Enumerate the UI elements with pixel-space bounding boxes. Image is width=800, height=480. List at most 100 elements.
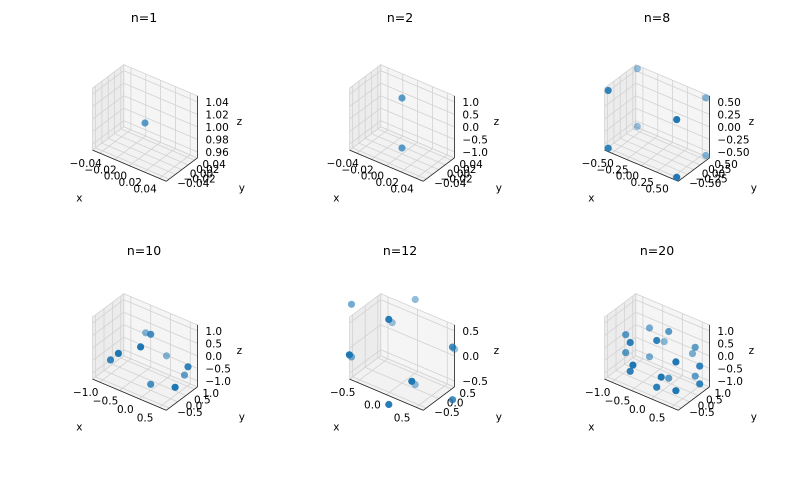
z-tick-label: 1.02 (205, 109, 228, 121)
subplot-4: −1.0−0.50.00.5 −0.50.00.51.0−1.0−0.50.00.… (73, 243, 245, 434)
y-axis-label: y (239, 412, 245, 424)
subplot-title: n=2 (387, 10, 413, 25)
y-tick-label: 0.25 (708, 164, 731, 176)
x-tick-label: 0.0 (629, 404, 646, 416)
z-tick-label: −1.0 (717, 376, 743, 388)
data-point (385, 315, 393, 323)
data-point (137, 343, 145, 351)
subplot-title: n=1 (131, 10, 157, 25)
y-axis-label: y (496, 412, 502, 424)
data-point (604, 86, 612, 95)
z-axis-label: z (494, 116, 500, 128)
grid (349, 66, 455, 180)
data-point (665, 374, 673, 382)
y-tick-label: 0.5 (194, 394, 211, 406)
x-tick-label: −0.04 (70, 158, 102, 170)
x-tick-label: 0.00 (616, 171, 639, 183)
y-tick-label: −0.02 (184, 173, 216, 185)
y-tick-label: 0.02 (196, 164, 219, 176)
data-point (180, 371, 189, 379)
z-tick-label: 1.0 (462, 97, 479, 109)
axes (92, 324, 198, 411)
z-tick-label: 0.0 (462, 351, 479, 363)
z-axis-label: z (749, 116, 755, 128)
y-tick-label: 0.50 (714, 159, 737, 171)
data-point (171, 383, 179, 391)
grid (349, 295, 455, 409)
data-point (645, 324, 654, 332)
x-axis-label: x (333, 193, 339, 205)
subplot-2: −0.04−0.020.000.020.04 −0.04−0.020.000.02… (327, 10, 502, 205)
data-point (622, 331, 630, 339)
y-tick-label: 0.04 (459, 159, 483, 171)
x-tick-label: 0.50 (645, 183, 668, 195)
z-tick-label: 0.5 (462, 326, 479, 338)
x-tick-label: 0.0 (364, 400, 381, 412)
z-tick-label: −0.5 (462, 134, 488, 146)
x-axis-label: x (76, 422, 82, 434)
z-tick-label: 1.00 (205, 122, 228, 134)
point-series (106, 329, 192, 391)
x-tick-label: 0.00 (104, 171, 127, 183)
y-tick-label: −0.5 (177, 407, 203, 419)
axes (349, 95, 455, 182)
x-tick-label: 0.5 (137, 412, 154, 424)
z-tick-label: 1.04 (205, 97, 229, 109)
grid (92, 295, 198, 409)
y-tick-label: −0.25 (696, 173, 728, 185)
point-series (398, 94, 406, 152)
data-point (147, 330, 155, 338)
y-tick-label: 0.02 (453, 164, 476, 176)
subplot-title: n=8 (644, 10, 670, 25)
z-tick-label: 0.50 (717, 97, 740, 109)
data-point (411, 295, 419, 304)
point-series (604, 65, 710, 181)
z-tick-label: 0.96 (205, 147, 229, 159)
x-tick-label: 0.5 (649, 412, 666, 424)
y-tick-label: 0.00 (702, 169, 725, 181)
z-axis-label: z (749, 345, 755, 357)
y-tick-label: 0.00 (190, 169, 213, 181)
x-tick-label: −0.25 (596, 164, 628, 176)
data-point (448, 396, 457, 404)
y-tick-label: −0.04 (434, 178, 466, 190)
x-tick-label: 0.04 (133, 183, 157, 195)
data-point (653, 336, 661, 345)
y-axis-label: y (496, 183, 502, 195)
data-point (696, 380, 704, 388)
x-tick-label: 0.04 (390, 183, 414, 195)
x-tick-label: 0.25 (631, 177, 654, 189)
x-tick-label: 0.5 (394, 412, 411, 424)
x-axis-label: x (76, 193, 82, 205)
data-point (657, 373, 665, 381)
data-point (702, 151, 710, 160)
x-tick-label: −0.5 (330, 387, 356, 399)
z-axis-label: z (494, 345, 500, 357)
axes (604, 324, 710, 411)
data-point (645, 353, 654, 361)
y-tick-label: 0.0 (186, 401, 203, 413)
axes (604, 95, 710, 182)
y-axis-label: y (239, 183, 245, 195)
grid (92, 66, 198, 180)
y-tick-label: −0.5 (434, 407, 460, 419)
subplot-1: −0.04−0.020.000.020.04 −0.04−0.020.000.02… (70, 10, 245, 205)
x-tick-label: 0.02 (119, 177, 142, 189)
z-tick-label: −0.25 (717, 134, 749, 146)
z-tick-label: 0.00 (717, 122, 740, 134)
z-tick-label: −0.5 (205, 363, 231, 375)
data-point (691, 372, 699, 380)
data-point (162, 352, 171, 360)
y-axis-label: y (751, 183, 757, 195)
data-point (626, 367, 634, 375)
data-point (604, 144, 612, 152)
data-point (622, 349, 630, 357)
z-tick-label: 0.5 (462, 109, 479, 121)
data-point (398, 94, 406, 102)
y-tick-label: −0.50 (689, 178, 721, 190)
x-tick-label: 0.02 (376, 177, 399, 189)
subplot-3: −0.50−0.250.000.250.50 −0.50−0.250.000.25… (582, 10, 757, 205)
z-tick-label: 0.0 (717, 351, 734, 363)
